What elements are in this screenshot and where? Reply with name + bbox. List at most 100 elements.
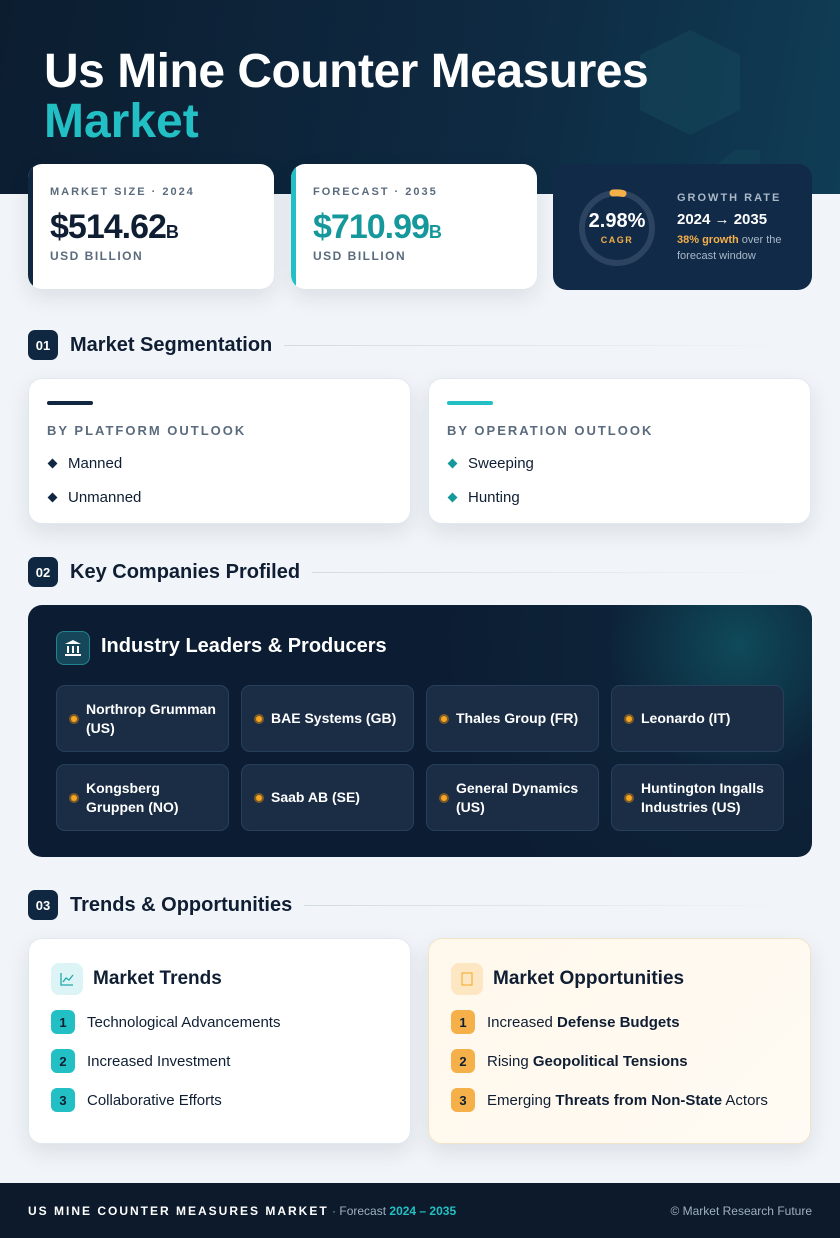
growth-note: 38% growth over the forecast window xyxy=(677,232,802,264)
item-text: Sweeping xyxy=(468,455,534,472)
section-header: 03 Trends & Opportunities xyxy=(28,890,812,920)
accent-bar xyxy=(291,164,296,289)
item-text: Emerging Threats from Non-State Actors xyxy=(487,1092,768,1109)
segment-item: Hunting xyxy=(447,489,792,506)
item-text: Rising Geopolitical Tensions xyxy=(487,1053,688,1070)
company-name: Northrop Grumman (US) xyxy=(86,700,216,736)
company-name: Leonardo (IT) xyxy=(641,710,731,726)
segment-title: BY OPERATION OUTLOOK xyxy=(447,423,654,438)
opportunity-item: 3 Emerging Threats from Non-State Actors xyxy=(451,1088,788,1112)
text-bold: Defense Budgets xyxy=(557,1013,680,1031)
item-text: Hunting xyxy=(468,489,520,506)
section-number: 01 xyxy=(28,330,58,360)
accent-bar xyxy=(28,164,33,289)
growth-card: 2.98% CAGR GROWTH RATE 2024 → 2035 38% g… xyxy=(553,164,812,290)
section-header: 01 Market Segmentation xyxy=(28,330,812,360)
cagr-label: CAGR xyxy=(600,235,634,245)
item-number: 1 xyxy=(51,1010,75,1034)
company-tile: Northrop Grumman (US) xyxy=(56,685,229,752)
title: Us Mine Counter Measures xyxy=(44,45,649,98)
item-text: Unmanned xyxy=(68,489,142,506)
trend-item: 1 Technological Advancements xyxy=(51,1010,388,1034)
opportunity-item: 2 Rising Geopolitical Tensions xyxy=(451,1049,788,1073)
company-name: Thales Group (FR) xyxy=(456,710,579,726)
footer-title: US MINE COUNTER MEASURES MARKET xyxy=(28,1203,329,1218)
highlight: 38% growth xyxy=(677,234,739,246)
section-title: Trends & Opportunities xyxy=(70,893,293,916)
text-prefix: Rising xyxy=(487,1052,529,1070)
company-tile: Huntington Ingalls Industries (US) xyxy=(611,764,784,831)
company-name: Kongsberg Gruppen (NO) xyxy=(86,779,179,815)
company-tile: BAE Systems (GB) xyxy=(241,685,414,752)
stat-card: MARKET SIZE · 2024 $514.62B USD BILLION xyxy=(28,164,274,289)
section-title: Key Companies Profiled xyxy=(70,560,301,583)
title-accent: Market xyxy=(44,95,199,148)
item-text: Collaborative Efforts xyxy=(87,1091,222,1109)
item-number: 2 xyxy=(451,1049,475,1073)
card-header: Market Opportunities xyxy=(451,963,788,995)
section-header: 02 Key Companies Profiled xyxy=(28,557,812,587)
footer-period: 2024 – 2035 xyxy=(389,1203,457,1218)
value: $710.99 xyxy=(313,208,430,246)
company-tile: Thales Group (FR) xyxy=(426,685,599,752)
segment-item: Manned xyxy=(47,455,392,472)
card-header: Market Trends xyxy=(51,963,388,995)
panel-title: Industry Leaders & Producers xyxy=(101,635,387,657)
unit: B xyxy=(165,222,179,242)
bullet xyxy=(69,713,79,724)
company-tile: Leonardo (IT) xyxy=(611,685,784,752)
company-tile: General Dynamics (US) xyxy=(426,764,599,831)
companies-panel: Industry Leaders & Producers Northrop Gr… xyxy=(28,605,812,857)
opportunity-item: 1 Increased Defense Budgets xyxy=(451,1010,788,1034)
item-text: Technological Advancements xyxy=(87,1013,281,1031)
cagr-ring xyxy=(579,189,655,266)
growth-period: 2024 → 2035 xyxy=(677,211,768,228)
trend-item: 2 Increased Investment xyxy=(51,1049,388,1073)
stat-caption: USD BILLION xyxy=(50,249,144,263)
trend-item: 3 Collaborative Efforts xyxy=(51,1088,388,1112)
value: $514.62 xyxy=(50,208,167,246)
accent-bar xyxy=(47,401,93,405)
bullet xyxy=(624,713,634,724)
company-name: BAE Systems (GB) xyxy=(271,710,397,726)
stat-caption: USD BILLION xyxy=(313,249,407,263)
item-number: 1 xyxy=(451,1010,475,1034)
item-text: Increased Investment xyxy=(87,1052,231,1070)
accent-bar xyxy=(447,401,493,405)
text-bold: Threats from Non-State xyxy=(555,1091,723,1109)
text-suffix: Actors xyxy=(725,1091,768,1109)
stat-card: FORECAST · 2035 $710.99B USD BILLION xyxy=(291,164,537,289)
stat-value: $710.99B xyxy=(313,208,537,247)
segment-card: BY OPERATION OUTLOOK Sweeping Hunting xyxy=(428,378,811,524)
stat-label: FORECAST · 2035 xyxy=(313,186,438,198)
opportunities-card: Market Opportunities 1 Increased Defense … xyxy=(428,938,811,1144)
card-title: Market Trends xyxy=(93,968,222,989)
bullet xyxy=(439,713,449,724)
divider xyxy=(304,904,812,906)
company-tile: Saab AB (SE) xyxy=(241,764,414,831)
bullet xyxy=(254,792,264,803)
stat-label: MARKET SIZE · 2024 xyxy=(50,186,195,198)
company-tile: Kongsberg Gruppen (NO) xyxy=(56,764,229,831)
segment-item: Unmanned xyxy=(47,489,392,506)
divider xyxy=(284,344,812,346)
footer: US MINE COUNTER MEASURES MARKET · Foreca… xyxy=(0,1183,840,1238)
text-bold: Geopolitical Tensions xyxy=(532,1052,688,1070)
cagr-value: 2.98% xyxy=(588,210,646,232)
note: over the forecast window xyxy=(677,234,782,262)
segment-title: BY PLATFORM OUTLOOK xyxy=(47,423,247,438)
company-name: Huntington Ingalls Industries (US) xyxy=(641,779,764,815)
stat-value: $514.62B xyxy=(50,208,274,247)
item-number: 3 xyxy=(451,1088,475,1112)
bullet xyxy=(69,792,79,803)
header: Us Mine Counter Measures Market xyxy=(0,0,840,194)
card-title: Market Opportunities xyxy=(493,968,685,989)
panel-icon xyxy=(56,631,90,665)
growth-label: GROWTH RATE xyxy=(677,192,782,204)
company-name: Saab AB (SE) xyxy=(271,789,360,805)
item-number: 2 xyxy=(51,1049,75,1073)
section-title: Market Segmentation xyxy=(70,333,273,356)
divider xyxy=(312,571,812,573)
section-number: 02 xyxy=(28,557,58,587)
